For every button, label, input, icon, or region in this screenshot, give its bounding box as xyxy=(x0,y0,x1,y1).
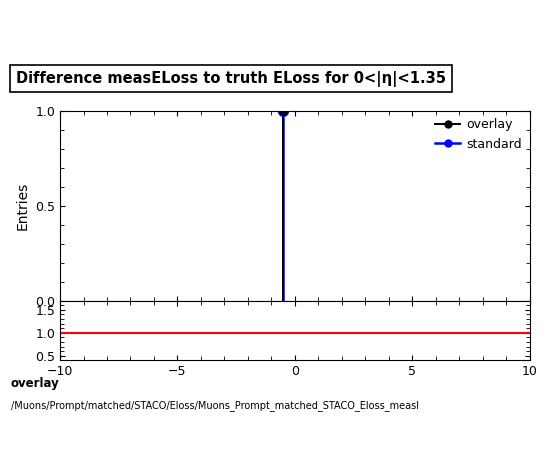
Text: overlay: overlay xyxy=(11,377,60,389)
Text: /Muons/Prompt/matched/STACO/Eloss/Muons_Prompt_matched_STACO_Eloss_measl: /Muons/Prompt/matched/STACO/Eloss/Muons_… xyxy=(11,400,419,411)
Legend: overlay, standard: overlay, standard xyxy=(431,115,526,154)
Text: Difference measELoss to truth ELoss for 0<|η|<1.35: Difference measELoss to truth ELoss for … xyxy=(16,71,446,86)
Y-axis label: Entries: Entries xyxy=(16,182,29,230)
